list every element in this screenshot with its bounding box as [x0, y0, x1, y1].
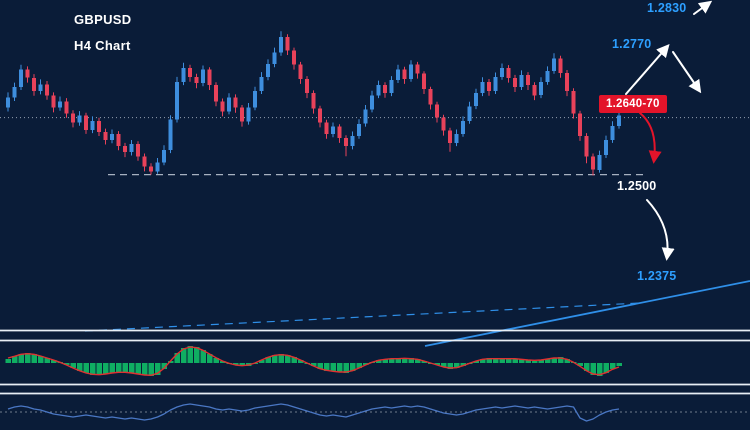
- price-label-upper-target: 1.2830: [647, 1, 687, 15]
- price-label-resistance-target: 1.2770: [612, 37, 652, 51]
- resistance-zone-badge: 1.2640-70: [599, 95, 667, 113]
- price-label-lower-target: 1.2375: [637, 269, 677, 283]
- symbol-label: GBPUSD: [74, 12, 132, 27]
- price-label-support: 1.2500: [617, 179, 657, 193]
- chart-title-block: GBPUSD H4 Chart: [74, 7, 131, 59]
- timeframe-label: H4 Chart: [74, 38, 131, 53]
